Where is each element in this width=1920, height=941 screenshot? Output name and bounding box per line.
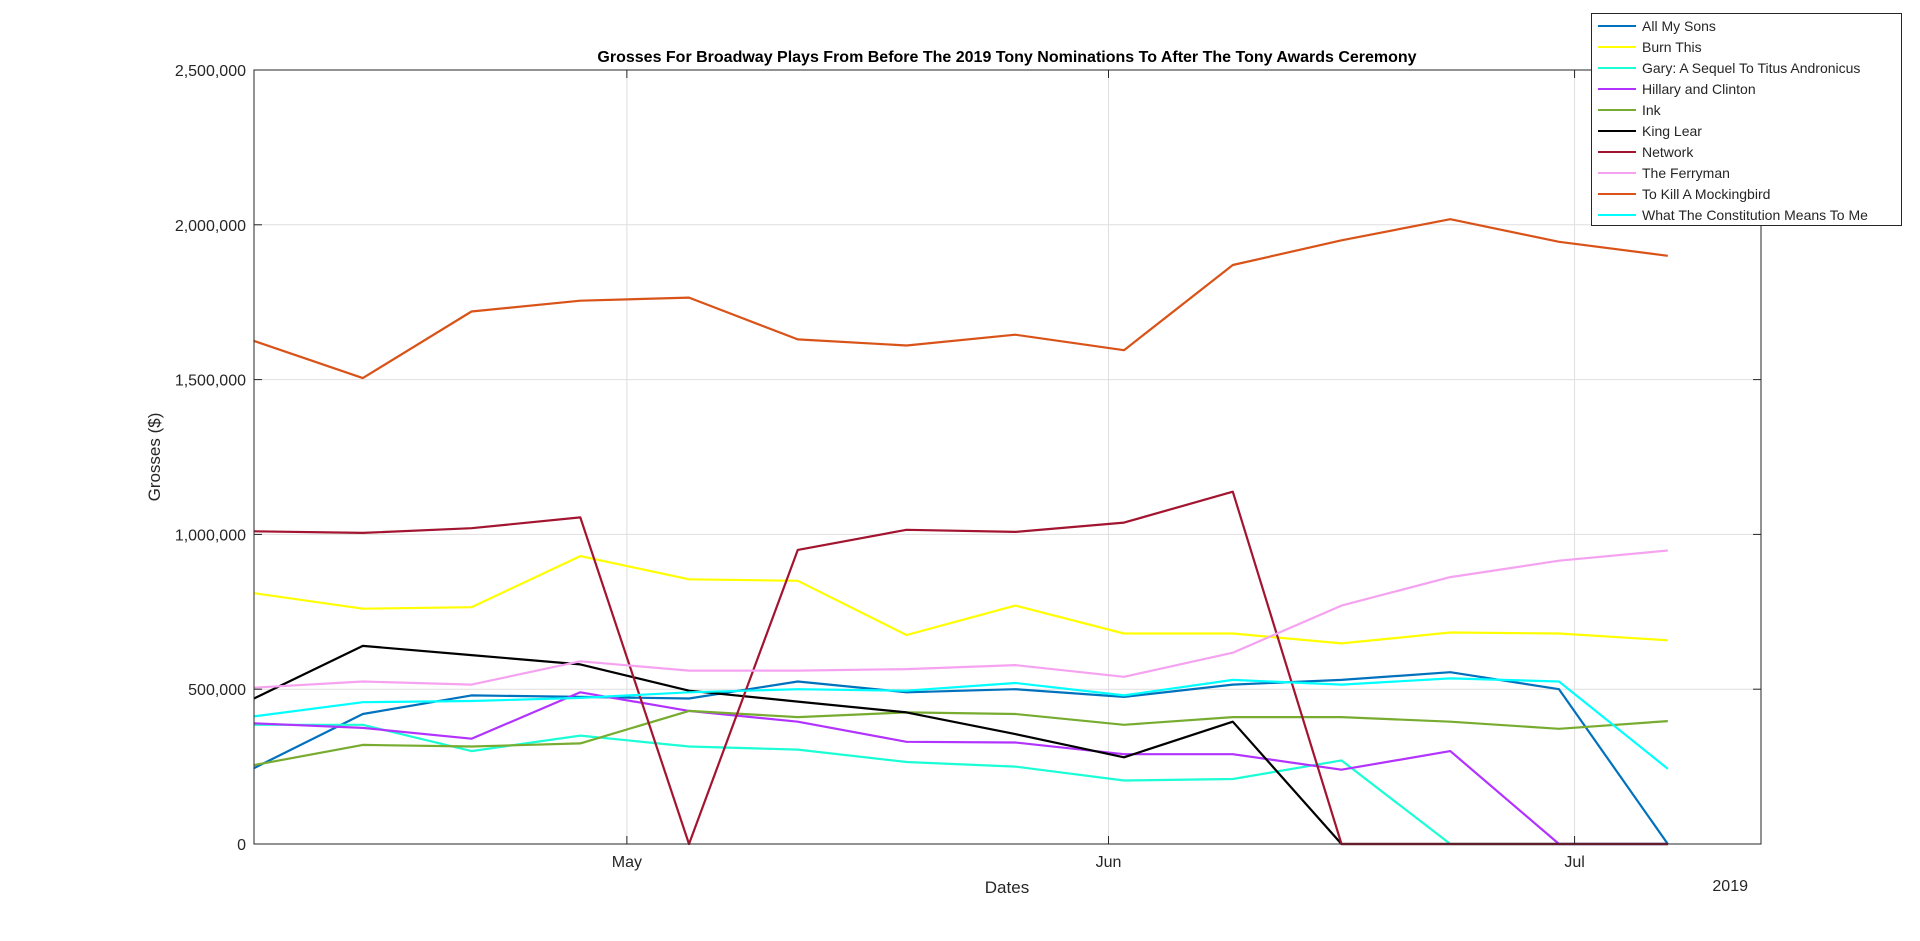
series-line-what-the-constitution-means-to-me: [253, 677, 1669, 770]
legend-item-all-my-sons: All My Sons: [1598, 16, 1898, 36]
plot-frame: [253, 69, 1762, 845]
legend-swatch: [1598, 25, 1636, 27]
legend-label: King Lear: [1642, 123, 1702, 139]
x-tick-label: Jun: [1096, 854, 1122, 871]
legend-label: Network: [1642, 144, 1694, 160]
legend-swatch: [1598, 88, 1636, 90]
legend-swatch: [1598, 151, 1636, 153]
series-line-burn-this: [253, 554, 1668, 645]
y-tick-label: 1,000,000: [175, 527, 246, 544]
series-lines: [253, 218, 1669, 846]
chart-title: Grosses For Broadway Plays From Before T…: [597, 49, 1416, 66]
y-tick-label: 2,500,000: [175, 63, 246, 80]
legend-label: Ink: [1642, 102, 1661, 118]
chart-legend: All My Sons Burn This Gary: A Sequel To Ti…: [1591, 13, 1902, 226]
legend-label: What The Constitution Means To Me: [1642, 207, 1868, 223]
legend-swatch: [1598, 172, 1636, 174]
legend-label: Burn This: [1642, 39, 1702, 55]
legend-item-what-the-constitution-means-to-me: What The Constitution Means To Me: [1598, 205, 1898, 225]
x-tick-label: Jul: [1564, 854, 1584, 871]
y-tick-label: 0: [237, 837, 246, 854]
y-tick-label: 500,000: [188, 682, 246, 699]
legend-label: To Kill A Mockingbird: [1642, 186, 1771, 202]
legend-swatch: [1598, 193, 1636, 195]
series-line-the-ferryman: [253, 549, 1668, 689]
x-tick-label: May: [612, 854, 642, 871]
x-axis-label: Dates: [985, 878, 1029, 897]
legend-item-hillary-and-clinton: Hillary and Clinton: [1598, 79, 1898, 99]
legend-swatch: [1598, 214, 1636, 216]
y-axis-label: Grosses ($): [145, 413, 164, 502]
y-tick-label: 2,000,000: [175, 218, 246, 235]
axis-ticks: 0 500,000 1,000,000 1,500,000 2,000,000 2,500…: [175, 63, 1761, 871]
y-tick-label: 1,500,000: [175, 373, 246, 390]
series-line-ink: [253, 709, 1668, 767]
legend-swatch: [1598, 67, 1636, 69]
legend-item-network: Network: [1598, 142, 1898, 162]
series-line-to-kill-a-mockingbird: [253, 218, 1668, 380]
legend-label: Hillary and Clinton: [1642, 81, 1756, 97]
legend-item-gary-a-sequel-to-titus-andronicus: Gary: A Sequel To Titus Andronicus: [1598, 58, 1898, 78]
series-line-hillary-and-clinton: [253, 691, 1668, 846]
legend-label: All My Sons: [1642, 18, 1716, 34]
legend-swatch: [1598, 130, 1636, 132]
legend-item-burn-this: Burn This: [1598, 37, 1898, 57]
x-axis-year-label: 2019: [1712, 878, 1748, 895]
plot-area: [254, 70, 1761, 844]
legend-item-the-ferryman: The Ferryman: [1598, 163, 1898, 183]
legend-swatch: [1598, 109, 1636, 111]
legend-item-king-lear: King Lear: [1598, 121, 1898, 141]
legend-label: The Ferryman: [1642, 165, 1730, 181]
legend-label: Gary: A Sequel To Titus Andronicus: [1642, 60, 1861, 76]
legend-item-to-kill-a-mockingbird: To Kill A Mockingbird: [1598, 184, 1898, 204]
legend-item-ink: Ink: [1598, 100, 1898, 120]
legend-swatch: [1598, 46, 1636, 48]
series-line-gary-a-sequel-to-titus-andronicus: [254, 723, 1668, 846]
series-line-all-my-sons: [253, 671, 1669, 845]
